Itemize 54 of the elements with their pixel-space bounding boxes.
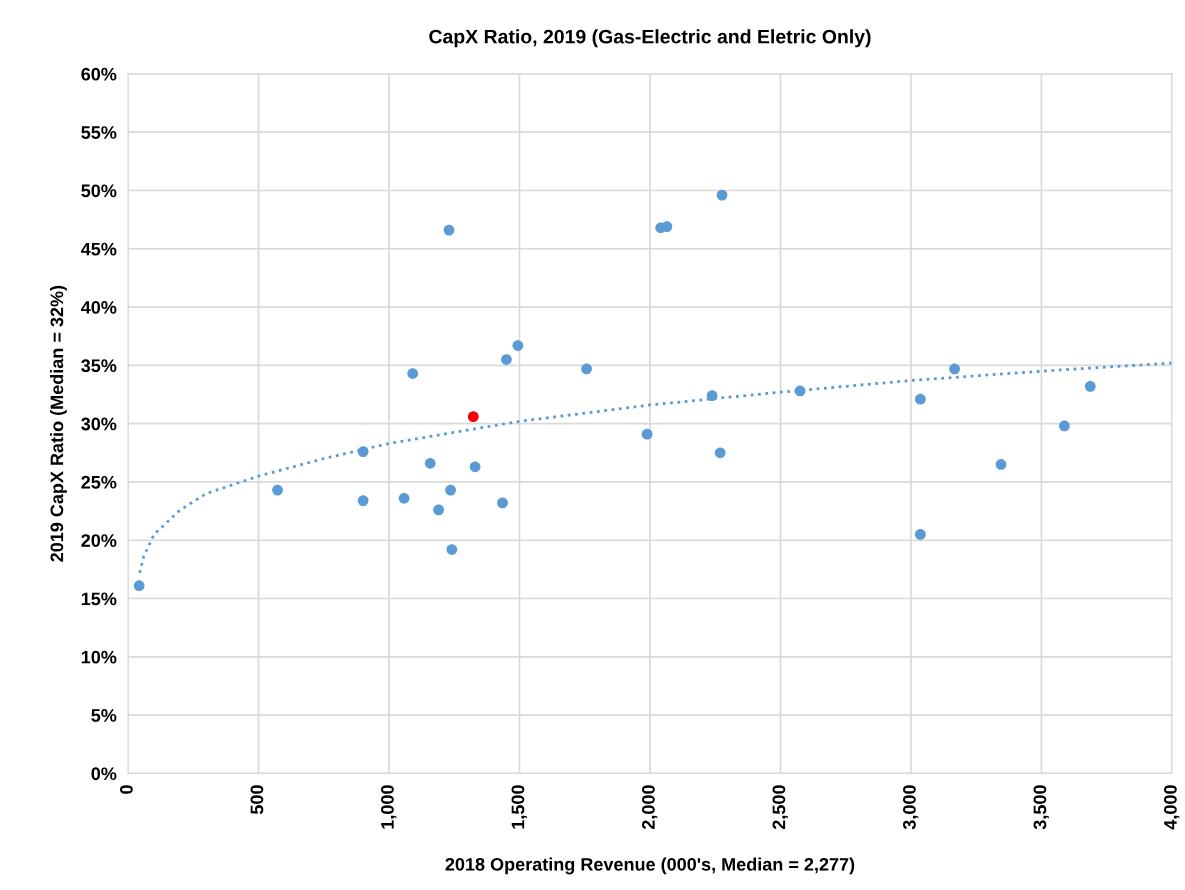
point [706,390,718,402]
point [424,457,436,469]
point [995,459,1007,470]
x-tick-label: 2,000 [642,785,658,830]
x-axis-title: 2018 Operating Revenue (000's, Median = 2,277) [445,857,855,875]
x-tick-label: 0 [120,785,133,794]
point [512,340,524,351]
y-tick-label: 50% [81,184,117,198]
y-tick-label: 0% [91,767,117,781]
chart-title: CapX Ratio, 2019 (Gas-Electric and Eletric Only) [429,29,871,48]
point [794,385,806,397]
point [467,411,479,423]
point [357,446,369,457]
y-tick-label: 55% [81,126,117,139]
x-tick-label: 1,500 [511,785,527,829]
point [716,189,728,201]
x-tick-label: 500 [250,785,264,815]
point [133,580,145,592]
y-tick-label: 25% [81,475,117,489]
y-tick-label: 60% [81,67,117,81]
point [446,544,458,555]
y-tick-label: 20% [81,534,117,547]
y-tick-label: 30% [81,417,117,431]
point [581,363,592,375]
point [357,495,369,506]
point [949,363,960,375]
point [469,461,481,473]
point [1059,420,1070,432]
y-tick-label: 40% [81,300,117,314]
point [714,447,726,459]
x-tick-label: 3,500 [1033,785,1049,830]
y-tick-label: 35% [81,359,117,373]
point [398,492,410,504]
y-axis-title: 2019 CapX Ratio (Median = 32%) [50,285,67,562]
point [433,504,444,516]
point [443,224,455,236]
x-tick-label: 2,500 [772,785,788,830]
line-series [138,361,1172,575]
y-tick-label: 45% [81,242,117,256]
y-tick-label: 10% [81,650,117,664]
x-tick-label: 3,000 [903,785,919,830]
x-tick-label: 1,000 [381,785,397,829]
point [641,428,653,440]
point [497,497,508,509]
y-tick-label: 15% [81,592,117,606]
y-tick-label: 5% [91,709,117,722]
point [501,354,512,365]
point [445,484,456,496]
x-tick-label: 4,000 [1164,785,1180,830]
point [914,393,926,405]
point [272,484,283,496]
point [1084,380,1096,392]
point [914,529,926,540]
point [407,368,419,379]
